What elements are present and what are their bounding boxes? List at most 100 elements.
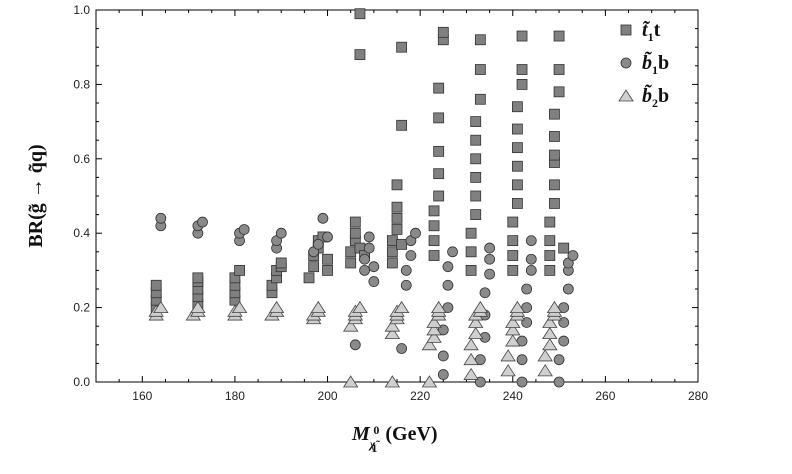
legend-item: b̃1b [620,51,669,77]
point-triangle [537,349,553,362]
y-tick-label: 0.8 [73,77,90,91]
svg-text:Mχ̃01(GeV): Mχ̃0 1(GeV) [351,423,438,455]
point-square [507,235,519,247]
point-square [150,279,162,291]
point-square [558,242,570,254]
x-axis-label: Mχ̃0 1(GeV) [351,423,438,455]
point-square [512,179,523,191]
point-triangle [463,352,479,366]
point-square [549,108,560,120]
point-square [516,30,528,42]
point-square [474,34,486,46]
legend-label: b̃2b [642,84,669,110]
point-circle [359,264,370,276]
point-square [544,235,556,247]
point-circle [349,339,361,351]
point-square [433,145,445,157]
point-circle [400,264,412,276]
y-tick-labels: 0.0 0.2 0.4 0.6 0.8 1.0 [73,3,90,389]
point-circle [317,212,329,224]
x-axis-label-main: M [351,423,371,445]
point-square [345,257,357,269]
point-square [192,272,204,284]
point-square [512,123,523,135]
point-triangle [500,364,516,377]
point-square [470,116,482,127]
point-square [465,227,477,239]
point-triangle [505,315,521,328]
point-square [391,212,403,224]
point-square [544,264,556,276]
legend-marker-triangle [618,89,634,102]
x-tick-label: 240 [503,389,523,403]
point-square [433,112,445,124]
point-square [512,198,523,209]
point-circle [525,235,537,247]
series-circle [155,212,579,388]
point-square [470,134,482,146]
point-triangle [310,300,327,314]
point-circle [322,231,333,243]
legend-marker-circle [620,57,632,69]
legend-label: t̃1t [642,19,661,44]
plot-frame [95,9,699,383]
legend: t̃1t b̃1b b̃2b [618,19,669,110]
point-triangle [384,319,401,332]
point-circle [312,238,324,250]
point-square [549,179,560,191]
point-triangle [472,300,489,314]
point-square [386,246,398,258]
point-square [349,216,361,228]
point-circle [400,279,412,291]
point-triangle [430,300,447,314]
point-square [516,64,528,75]
x-axis-label-subsub: 1 [371,441,377,455]
legend-label-tail: t [654,19,661,41]
point-square [553,86,565,98]
data-points [148,8,579,388]
point-circle [484,242,496,254]
point-triangle [546,300,563,314]
point-triangle [463,338,479,351]
point-circle [363,242,375,254]
point-circle [447,246,458,258]
point-square [349,227,361,239]
point-circle [567,250,579,261]
point-circle [558,335,570,347]
y-tick-label: 0.2 [73,301,90,315]
point-square [322,253,333,265]
point-square [391,201,403,213]
point-square [396,238,408,250]
point-circle [437,350,449,362]
point-square [549,198,560,209]
point-circle [525,253,537,265]
point-triangle [542,315,558,328]
x-tick-label: 220 [410,389,430,403]
point-square [470,190,482,202]
axis-ticks [95,9,699,383]
point-square [428,205,440,217]
point-circle [442,279,454,291]
point-circle [396,343,408,354]
x-axis-label-unit: (GeV) [385,423,437,445]
point-square [354,49,366,61]
point-square [470,153,482,165]
point-triangle [190,300,206,314]
point-square [234,264,245,276]
point-square [303,272,315,284]
point-triangle [463,367,479,380]
x-tick-label: 160 [132,389,152,403]
y-tick-label: 1.0 [73,3,90,17]
point-triangle [505,334,521,347]
point-triangle [384,375,401,388]
series-triangle [148,300,563,388]
point-square [465,246,477,258]
plot-border [95,9,699,383]
point-circle [484,268,496,280]
point-circle [525,264,537,276]
legend-item: b̃2b [618,84,669,110]
point-square [275,257,287,269]
point-square [433,190,445,202]
point-square [512,160,523,172]
